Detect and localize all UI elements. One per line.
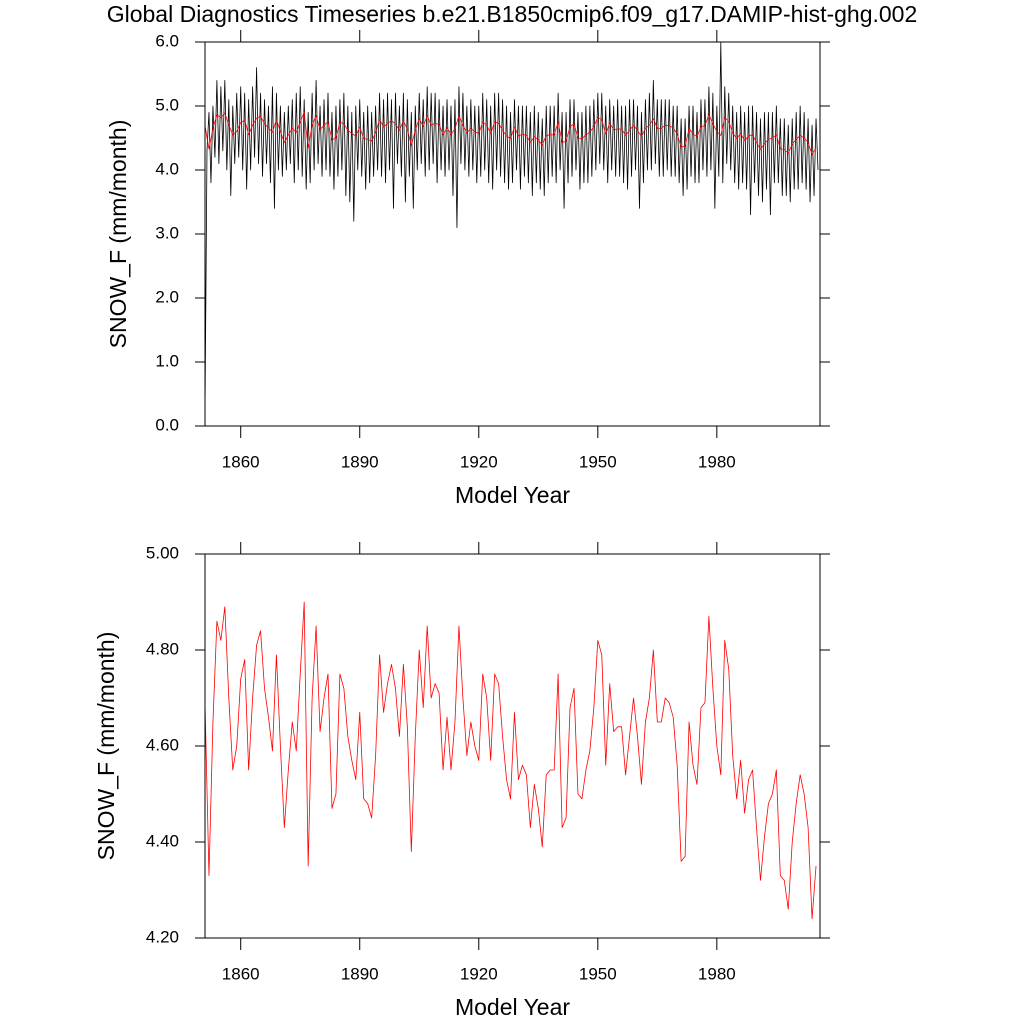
x-tick-label: 1980 <box>698 964 736 983</box>
y-tick-label: 6.0 <box>155 31 179 50</box>
x-tick-label: 1890 <box>341 452 379 471</box>
y-tick-label: 4.0 <box>155 159 179 178</box>
data-line <box>205 42 819 414</box>
plot-frame <box>204 553 821 939</box>
x-axis-label: Model Year <box>455 482 570 508</box>
y-axis-label: SNOW_F (mm/month) <box>105 120 131 349</box>
x-tick-label: 1890 <box>341 964 379 983</box>
x-tick-label: 1950 <box>579 452 617 471</box>
y-tick-label: 5.0 <box>155 95 179 114</box>
y-tick-label: 4.60 <box>146 735 179 754</box>
y-axis-label: SNOW_F (mm/month) <box>93 632 119 861</box>
x-tick-label: 1860 <box>222 964 260 983</box>
x-tick-label: 1980 <box>698 452 736 471</box>
x-tick-label: 1920 <box>460 964 498 983</box>
y-tick-label: 3.0 <box>155 223 179 242</box>
x-tick-label: 1950 <box>579 964 617 983</box>
y-tick-label: 1.0 <box>155 351 179 370</box>
chart-title: Global Diagnostics Timeseries b.e21.B185… <box>107 1 918 27</box>
x-tick-label: 1920 <box>460 452 498 471</box>
data-line <box>205 112 817 156</box>
data-line <box>205 601 817 920</box>
y-tick-label: 4.20 <box>146 927 179 946</box>
plot-frame <box>204 41 821 427</box>
y-tick-label: 4.40 <box>146 831 179 850</box>
x-tick-label: 1860 <box>222 452 260 471</box>
x-axis-label: Model Year <box>455 994 570 1020</box>
y-tick-label: 0.0 <box>155 415 179 434</box>
y-tick-label: 5.00 <box>146 543 179 562</box>
y-tick-label: 2.0 <box>155 287 179 306</box>
y-tick-label: 4.80 <box>146 639 179 658</box>
